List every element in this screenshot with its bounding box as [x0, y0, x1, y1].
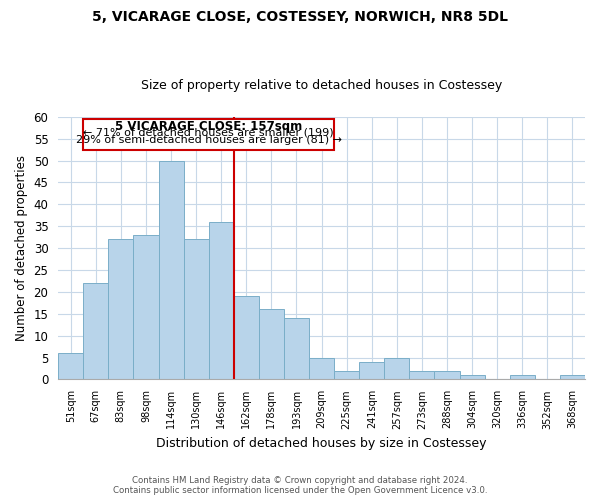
Bar: [334, 370, 359, 380]
X-axis label: Distribution of detached houses by size in Costessey: Distribution of detached houses by size …: [157, 437, 487, 450]
Title: Size of property relative to detached houses in Costessey: Size of property relative to detached ho…: [141, 79, 502, 92]
Bar: [434, 370, 460, 380]
Bar: [109, 240, 133, 380]
Text: 29% of semi-detached houses are larger (81) →: 29% of semi-detached houses are larger (…: [76, 135, 341, 145]
Bar: [83, 119, 334, 150]
Bar: [384, 358, 409, 380]
Text: Contains HM Land Registry data © Crown copyright and database right 2024.
Contai: Contains HM Land Registry data © Crown c…: [113, 476, 487, 495]
Bar: [510, 375, 535, 380]
Bar: [158, 160, 184, 380]
Text: 5 VICARAGE CLOSE: 157sqm: 5 VICARAGE CLOSE: 157sqm: [115, 120, 302, 134]
Y-axis label: Number of detached properties: Number of detached properties: [15, 155, 28, 341]
Bar: [284, 318, 309, 380]
Bar: [460, 375, 485, 380]
Bar: [409, 370, 434, 380]
Bar: [560, 375, 585, 380]
Bar: [359, 362, 384, 380]
Text: ← 71% of detached houses are smaller (199): ← 71% of detached houses are smaller (19…: [83, 128, 334, 138]
Text: 5, VICARAGE CLOSE, COSTESSEY, NORWICH, NR8 5DL: 5, VICARAGE CLOSE, COSTESSEY, NORWICH, N…: [92, 10, 508, 24]
Bar: [309, 358, 334, 380]
Bar: [209, 222, 234, 380]
Bar: [58, 353, 83, 380]
Bar: [133, 235, 158, 380]
Bar: [83, 283, 109, 380]
Bar: [234, 296, 259, 380]
Bar: [184, 240, 209, 380]
Bar: [259, 310, 284, 380]
